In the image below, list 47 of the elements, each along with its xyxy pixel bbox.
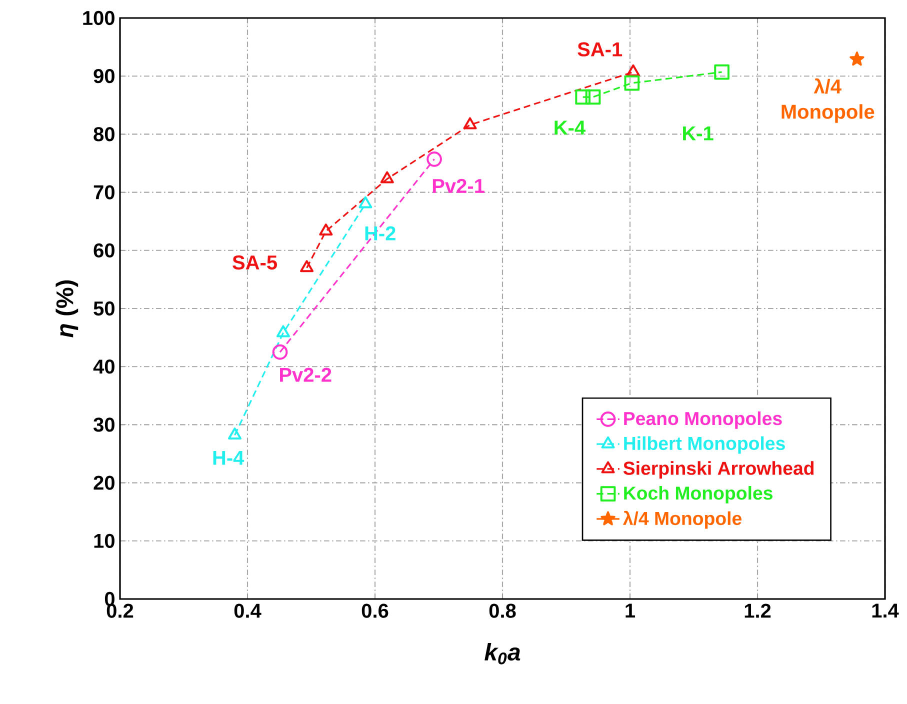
point bbox=[850, 52, 864, 66]
annotation: Pv2-1 bbox=[432, 178, 484, 193]
point bbox=[426, 152, 442, 167]
y-axis-title: η (%) bbox=[56, 280, 78, 338]
y-tick-label: 10 bbox=[94, 534, 114, 548]
y-tick-label: 80 bbox=[94, 127, 114, 142]
point bbox=[358, 196, 372, 208]
y-tick-label: 90 bbox=[94, 69, 114, 84]
point bbox=[585, 89, 601, 105]
x-tick-label: 1.4 bbox=[872, 604, 899, 618]
annotation: Pv2-2 bbox=[280, 368, 332, 382]
y-tick-label: 70 bbox=[94, 185, 114, 200]
y-tick-label: 20 bbox=[94, 476, 114, 490]
point bbox=[300, 260, 314, 272]
annotation: H-4 bbox=[213, 450, 244, 465]
x-tick-label: 1.2 bbox=[744, 604, 771, 618]
point bbox=[714, 64, 730, 80]
y-tick-label: 100 bbox=[83, 10, 114, 26]
annotation: λ/4 Monopole bbox=[782, 78, 874, 123]
y-tick-label: 40 bbox=[93, 360, 114, 374]
x-tick-label: 1 bbox=[626, 604, 636, 618]
x-tick-label: 0.4 bbox=[234, 604, 262, 618]
x-tick-label: 0.8 bbox=[489, 604, 516, 618]
point bbox=[626, 64, 640, 76]
annotation: H-2 bbox=[365, 226, 396, 240]
legend-label: λ/4 Monopole bbox=[622, 510, 742, 529]
legend-label: Hilbert Monopoles bbox=[624, 436, 785, 454]
point bbox=[463, 117, 477, 130]
x-tick-label: 0.6 bbox=[362, 604, 388, 618]
legend-label: Peano Monopoles bbox=[624, 411, 782, 429]
point bbox=[624, 75, 640, 91]
y-tick-label: 30 bbox=[94, 418, 114, 432]
point bbox=[276, 325, 290, 338]
annotation: K-4 bbox=[554, 120, 586, 135]
annotation: SA-1 bbox=[578, 42, 622, 56]
point bbox=[575, 89, 590, 105]
point bbox=[380, 171, 394, 184]
annotation: SA-5 bbox=[232, 255, 278, 270]
legend-label: Koch Monopoles bbox=[624, 486, 772, 504]
x-tick-label: 0.2 bbox=[106, 604, 134, 618]
point bbox=[319, 224, 333, 236]
y-tick-label: 60 bbox=[94, 243, 114, 258]
point bbox=[228, 427, 242, 440]
y-tick-label: 50 bbox=[94, 301, 114, 316]
legend-label: Sierpinski Arrowhead bbox=[623, 461, 814, 479]
x-axis-title: k$_{0}$a bbox=[484, 643, 520, 664]
annotation: K-1 bbox=[683, 126, 714, 140]
